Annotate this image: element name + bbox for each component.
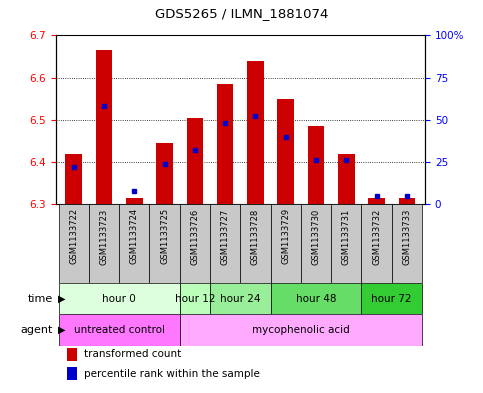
Text: GSM1133730: GSM1133730 (312, 208, 321, 264)
Text: GSM1133733: GSM1133733 (402, 208, 412, 264)
Text: GSM1133724: GSM1133724 (130, 208, 139, 264)
Text: GSM1133723: GSM1133723 (99, 208, 109, 264)
Bar (247, 61, 264, 204)
Text: time: time (28, 294, 53, 304)
Bar (65, 154, 82, 204)
Text: ▶: ▶ (58, 294, 66, 304)
Bar (96, 50, 113, 204)
Text: hour 12: hour 12 (175, 294, 215, 304)
Text: GSM1133722: GSM1133722 (69, 208, 78, 264)
Text: GSM1133727: GSM1133727 (221, 208, 229, 264)
Bar (119, 204, 149, 283)
Bar (338, 154, 355, 204)
Text: hour 0: hour 0 (102, 294, 136, 304)
Bar (89, 204, 119, 283)
Text: GDS5265 / ILMN_1881074: GDS5265 / ILMN_1881074 (155, 7, 328, 20)
Bar (67, 367, 77, 380)
Bar (392, 204, 422, 283)
Bar (210, 283, 270, 314)
Bar (241, 204, 270, 283)
Text: GSM1133726: GSM1133726 (190, 208, 199, 264)
Text: ▶: ▶ (58, 325, 66, 335)
Text: transformed count: transformed count (85, 349, 182, 360)
Bar (270, 204, 301, 283)
Bar (58, 283, 180, 314)
Bar (331, 204, 361, 283)
Bar (368, 198, 385, 204)
Bar (58, 204, 89, 283)
Bar (217, 84, 233, 204)
Bar (361, 204, 392, 283)
Text: GSM1133728: GSM1133728 (251, 208, 260, 264)
Bar (126, 198, 142, 204)
Text: GSM1133732: GSM1133732 (372, 208, 381, 264)
Bar (398, 198, 415, 204)
Bar (67, 348, 77, 361)
Text: untreated control: untreated control (73, 325, 165, 335)
Text: GSM1133729: GSM1133729 (281, 208, 290, 264)
Bar (156, 143, 173, 204)
Bar (58, 314, 180, 346)
Bar (186, 118, 203, 204)
Text: hour 24: hour 24 (220, 294, 260, 304)
Bar (180, 204, 210, 283)
Text: hour 48: hour 48 (296, 294, 336, 304)
Bar (277, 99, 294, 204)
Text: percentile rank within the sample: percentile rank within the sample (85, 369, 260, 379)
Bar (210, 204, 241, 283)
Bar (180, 283, 210, 314)
Text: hour 72: hour 72 (371, 294, 412, 304)
Text: GSM1133731: GSM1133731 (342, 208, 351, 264)
Bar (270, 283, 361, 314)
Text: mycophenolic acid: mycophenolic acid (252, 325, 350, 335)
Text: GSM1133725: GSM1133725 (160, 208, 169, 264)
Bar (308, 126, 325, 204)
Bar (361, 283, 422, 314)
Bar (301, 204, 331, 283)
Bar (180, 314, 422, 346)
Bar (149, 204, 180, 283)
Text: agent: agent (21, 325, 53, 335)
